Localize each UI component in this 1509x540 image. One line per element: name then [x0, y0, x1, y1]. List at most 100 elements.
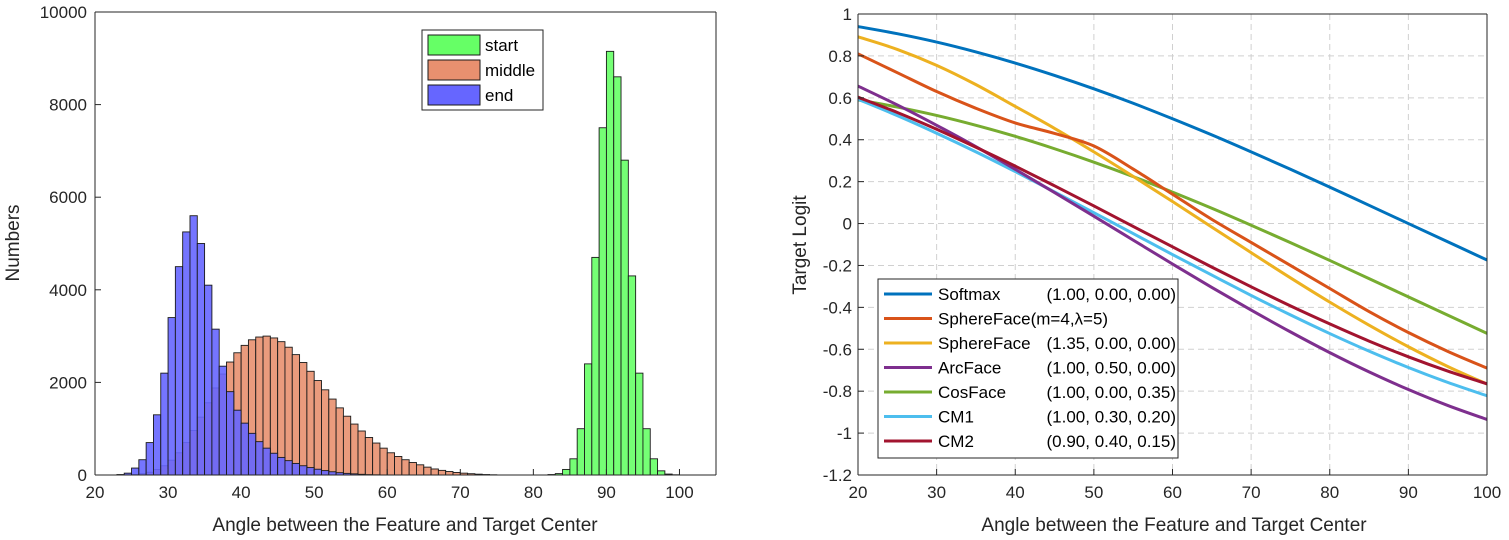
- line-y-tick-label: -0.8: [823, 382, 852, 401]
- line-legend-label-3: ArcFace: [938, 359, 1001, 378]
- histogram-bar-end-33: [189, 215, 198, 476]
- histogram-x-tick-label: 100: [665, 483, 693, 502]
- histogram-bar-end-39: [233, 409, 242, 476]
- line-legend-params-2: (1.35, 0.00, 0.00): [1047, 334, 1176, 353]
- line-legend-label-2: SphereFace: [938, 334, 1031, 353]
- histogram-axes: [94, 11, 717, 476]
- histogram-bar-middle-49: [306, 370, 315, 476]
- line-legend-label-1: SphereFace(m=4,λ=5): [938, 310, 1108, 329]
- histogram-legend: start middle end: [421, 29, 544, 111]
- histogram-y-tick-label: 0: [78, 466, 87, 485]
- line-legend-label-0: Softmax: [938, 285, 1001, 304]
- histogram-bar-middle-66: [430, 468, 439, 476]
- histogram-bar-end-40: [240, 422, 249, 476]
- histogram-bar-end-46: [284, 460, 293, 476]
- histogram-x-tick-label: 80: [524, 483, 543, 502]
- histogram-bar-end-45: [277, 456, 286, 476]
- histogram-bar-end-37: [218, 365, 227, 476]
- line-series-sphereface-2: [857, 35, 1488, 386]
- histogram-bar-middle-65: [423, 466, 432, 476]
- line-legend-label-4: CosFace: [938, 383, 1006, 402]
- line-x-tick-label: 90: [1399, 483, 1418, 502]
- histogram-bar-end-49: [306, 467, 315, 476]
- histogram-bar-end-26: [138, 459, 147, 476]
- line-y-tick-label: 0.2: [828, 173, 852, 192]
- histogram-y-axis-label: Numbers: [3, 204, 24, 281]
- histogram-legend-label-middle: middle: [485, 61, 535, 80]
- line-y-tick-label: -0.2: [823, 256, 852, 275]
- line-x-tick-label: 40: [1006, 483, 1025, 502]
- histogram-y-tick-label: 6000: [49, 188, 87, 207]
- histogram-bar-middle-63: [408, 462, 417, 476]
- histogram-bar-middle-46: [284, 346, 293, 476]
- histogram-bar-start-85: [569, 458, 578, 476]
- histogram-bar-start-86: [576, 428, 585, 476]
- histogram-x-tick-label: 90: [597, 483, 616, 502]
- histogram-panel: 20 30 40 50 60 70 80 90 100 0 2000 4000 6000 8000 1000…: [3, 3, 717, 536]
- histogram-legend-swatch-middle: [427, 59, 481, 81]
- line-x-tick-label: 20: [849, 483, 868, 502]
- histogram-bar-start-97: [657, 470, 666, 476]
- histogram-bar-end-38: [226, 391, 235, 476]
- histogram-x-tick-label: 60: [378, 483, 397, 502]
- histogram-bar-middle-52: [328, 398, 337, 476]
- histogram-bar-end-28: [152, 414, 162, 476]
- line-legend-params-4: (1.00, 0.00, 0.35): [1047, 383, 1176, 402]
- histogram-bar-start-95: [642, 428, 651, 476]
- histogram-bar-end-25: [131, 467, 140, 476]
- histogram-bar-middle-53: [335, 407, 344, 476]
- histogram-bar-start-90: [605, 50, 615, 476]
- line-x-tick-label: 50: [1084, 483, 1103, 502]
- histogram-bar-middle-55: [350, 423, 359, 476]
- line-legend-params-3: (1.00, 0.50, 0.00): [1047, 359, 1176, 378]
- line-x-tick-label: 70: [1242, 483, 1261, 502]
- histogram-bar-end-34: [196, 243, 206, 476]
- histogram-bar-middle-62: [401, 459, 410, 476]
- histogram-bar-start-88: [591, 256, 600, 476]
- histogram-bar-end-48: [299, 465, 308, 476]
- histogram-y-tick-label: 8000: [49, 96, 87, 115]
- histogram-bar-end-29: [160, 372, 169, 476]
- line-chart-legend: Softmax (1.00, 0.00, 0.00) SphereFace(m=4,…: [877, 278, 1179, 459]
- line-y-tick-label: 0.6: [828, 89, 852, 108]
- histogram-y-tick-label: 10000: [40, 3, 87, 22]
- histogram-bar-end-35: [204, 284, 213, 476]
- histogram-bar-middle-47: [291, 354, 301, 476]
- histogram-bar-middle-54: [342, 415, 352, 476]
- histogram-x-tick-label: 70: [451, 483, 470, 502]
- line-chart-axes: [857, 13, 1488, 476]
- histogram-bar-start-84: [562, 468, 571, 476]
- line-y-tick-label: 0.8: [828, 47, 852, 66]
- line-x-tick-label: 60: [1163, 483, 1182, 502]
- histogram-legend-label-start: start: [485, 36, 518, 55]
- line-x-tick-label: 30: [927, 483, 946, 502]
- histogram-bar-middle-64: [416, 464, 425, 476]
- line-chart-panel: 20 30 40 50 60 70 80 90 100 -1.2 -1 -0.8 -0.6 -0.4 -0.…: [790, 5, 1501, 536]
- line-y-tick-label: 1: [843, 5, 852, 24]
- histogram-bar-end-31: [174, 266, 184, 476]
- histogram-bar-middle-57: [364, 437, 374, 476]
- histogram-bar-end-44: [269, 452, 279, 476]
- line-series-sphereface-m-4-5-1: [857, 52, 1488, 370]
- histogram-x-tick-label: 30: [159, 483, 178, 502]
- line-series-cosface-4: [857, 98, 1488, 335]
- line-legend-params-0: (1.00, 0.00, 0.00): [1047, 285, 1176, 304]
- line-x-axis-label: Angle between the Feature and Target Cen…: [981, 515, 1367, 536]
- line-series-cm2-6: [857, 95, 1488, 386]
- histogram-bar-end-51: [321, 470, 330, 476]
- histogram-bar-middle-56: [357, 430, 366, 476]
- line-chart-tick-labels: 20 30 40 50 60 70 80 90 100 -1.2 -1 -0.8 -0.6 -0.4 -0.…: [823, 5, 1501, 502]
- line-y-tick-label: -1.2: [823, 466, 852, 485]
- histogram-x-tick-label: 20: [86, 483, 105, 502]
- histogram-bar-middle-45: [277, 341, 286, 476]
- histogram-legend-swatch-end: [427, 84, 481, 106]
- histogram-bar-start-93: [627, 275, 637, 476]
- histogram-bar-start-92: [620, 159, 629, 476]
- histogram-bar-middle-50: [313, 380, 322, 476]
- line-legend-label-5: CM1: [938, 408, 974, 427]
- histogram-bar-middle-61: [394, 456, 403, 476]
- histogram-bar-end-42: [255, 441, 264, 476]
- histogram-bar-end-36: [211, 328, 220, 476]
- line-legend-label-6: CM2: [938, 432, 974, 451]
